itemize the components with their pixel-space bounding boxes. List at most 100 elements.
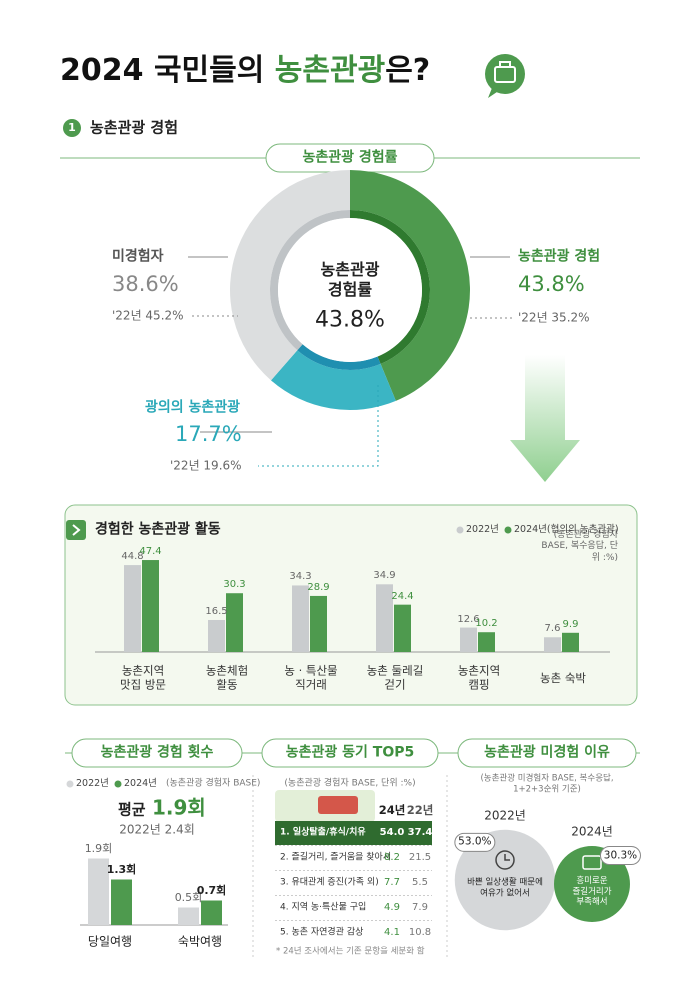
pill-title: 농촌관광 동기 TOP5: [285, 744, 415, 761]
bar-value-label: 34.3: [289, 571, 312, 583]
table-cell: 4.9: [384, 901, 400, 913]
bar-value-label: 47.4: [139, 545, 162, 557]
table-cell: 54.0: [379, 826, 405, 838]
clock-hands: [504, 854, 510, 861]
donut-segment: [229, 170, 350, 381]
connector: [258, 385, 379, 467]
legend-label: 2024년(협의의 농촌관광): [514, 524, 619, 536]
section-number: 1: [68, 121, 76, 135]
bar: [201, 900, 222, 925]
bar-value-label: 1.9회: [84, 841, 113, 855]
table-cell: 3. 유대관계 증진(가족 외): [280, 877, 379, 888]
table-cell: 37.4: [407, 826, 433, 838]
title-icon-tail: [488, 88, 500, 98]
bar: [376, 584, 393, 652]
table-cell: 2. 즐길거리, 즐거움을 찾아서: [280, 852, 392, 863]
footnote: * 24년 조사에서는 기존 문항을 세분화 함: [276, 946, 425, 957]
bar-value-label: 1.3회: [106, 862, 137, 876]
table-cell: 8.2: [384, 851, 400, 863]
column-header: 22년: [406, 802, 434, 817]
previous-label: '22년 45.2%: [112, 308, 184, 323]
value-bubble: [599, 846, 641, 866]
bar: [124, 565, 141, 652]
x-tick-label: 농촌 둘레길 걷기: [366, 663, 424, 692]
pill-title: 농촌관광 미경험 이유: [484, 744, 610, 761]
bar-value-label: 24.4: [391, 590, 414, 602]
x-tick-label: 당일여행: [87, 934, 133, 949]
table-cell: 5.5: [412, 876, 428, 888]
x-tick-label: 농촌지역 맛집 방문: [120, 663, 166, 692]
x-tick-label: 농촌체험 활동: [205, 663, 249, 692]
donut-segment: [350, 170, 470, 401]
average-title: 평균: [118, 800, 146, 819]
value-label: 17.7%: [175, 421, 242, 446]
bar: [460, 627, 477, 652]
average-value: 1.9회: [152, 795, 206, 820]
table-cell: 21.5: [408, 851, 432, 863]
bar-value-label: 12.6: [457, 613, 480, 625]
x-tick-label: 농 · 특산물 직거래: [284, 663, 338, 692]
category-label: 광의의 농촌관광: [145, 399, 241, 416]
donut-center-value: 43.8%: [315, 307, 385, 333]
bubble-year: 2024년: [571, 824, 613, 839]
bar-value-label: 30.3: [223, 578, 246, 590]
chart-note: (농촌관광 경험자 BASE, 복수응답, 단위 :%): [541, 530, 618, 563]
bar-value-label: 7.6: [544, 623, 561, 634]
chart-title: 경험한 농촌관광 활동: [95, 521, 221, 538]
title-part: 2024 국민들의: [60, 53, 275, 88]
bar: [111, 879, 132, 925]
table-cell: 4.1: [384, 926, 400, 938]
pill: [71, 738, 243, 768]
bar: [226, 593, 243, 652]
bar: [178, 907, 199, 925]
bar: [310, 595, 327, 652]
pill: [261, 738, 439, 768]
donut-center-title: 농촌관광 경험률: [320, 260, 380, 299]
table-cell: 7.9: [412, 901, 428, 913]
previous-average: 2022년 2.4회: [119, 822, 195, 837]
title-highlight: 농촌관광: [274, 53, 386, 88]
chart-note: (농촌관광 미경험자 BASE, 복수응답, 1+2+3순위 기준): [480, 773, 614, 794]
section-title: 농촌관광 경험: [90, 118, 179, 137]
category-label: 미경험자: [112, 248, 164, 265]
bar: [142, 560, 159, 652]
chart-note: (농촌관광 경험자 BASE): [166, 778, 261, 789]
bar-value-label: 0.7회: [196, 883, 227, 897]
chevron-box: [66, 520, 86, 540]
bar-value-label: 10.2: [475, 617, 498, 629]
value-label: 53.0%: [458, 835, 492, 848]
legend-swatch: [504, 526, 512, 534]
bar-value-label: 44.8: [121, 550, 144, 562]
bar-value-label: 0.5회: [174, 890, 203, 904]
value-label: 38.6%: [112, 271, 179, 296]
bar-value-label: 16.5: [205, 605, 228, 617]
x-tick-label: 농촌 숙박: [540, 670, 586, 685]
illustration-van: [318, 796, 358, 814]
bar: [208, 619, 225, 652]
x-tick-label: 숙박여행: [177, 934, 223, 949]
bar: [562, 632, 579, 652]
legend-swatch: [66, 780, 74, 788]
clock-icon: [495, 850, 515, 870]
bar: [88, 858, 109, 925]
table-cell: 7.7: [384, 876, 400, 888]
table-cell: 10.8: [408, 926, 432, 938]
suitcase-handle: [499, 61, 511, 68]
category-label: 농촌관광 경험: [518, 248, 601, 265]
pill-title: 농촌관광 경험률: [302, 149, 398, 166]
pill: [457, 738, 637, 768]
page-title: 2024 국민들의 농촌관광은?: [60, 52, 430, 90]
bar: [292, 585, 309, 652]
title-part: 은?: [385, 53, 431, 88]
panel: [64, 504, 638, 706]
bar: [478, 632, 495, 652]
pill-title: 농촌관광 경험 횟수: [100, 744, 214, 761]
value-bubble: [454, 832, 496, 852]
suitcase-icon: [582, 855, 602, 870]
chevron: [72, 524, 81, 536]
section-badge: [63, 119, 81, 137]
column-header: 24년: [378, 802, 406, 817]
table-cell: 1. 일상탈출/휴식/치유: [280, 827, 366, 838]
